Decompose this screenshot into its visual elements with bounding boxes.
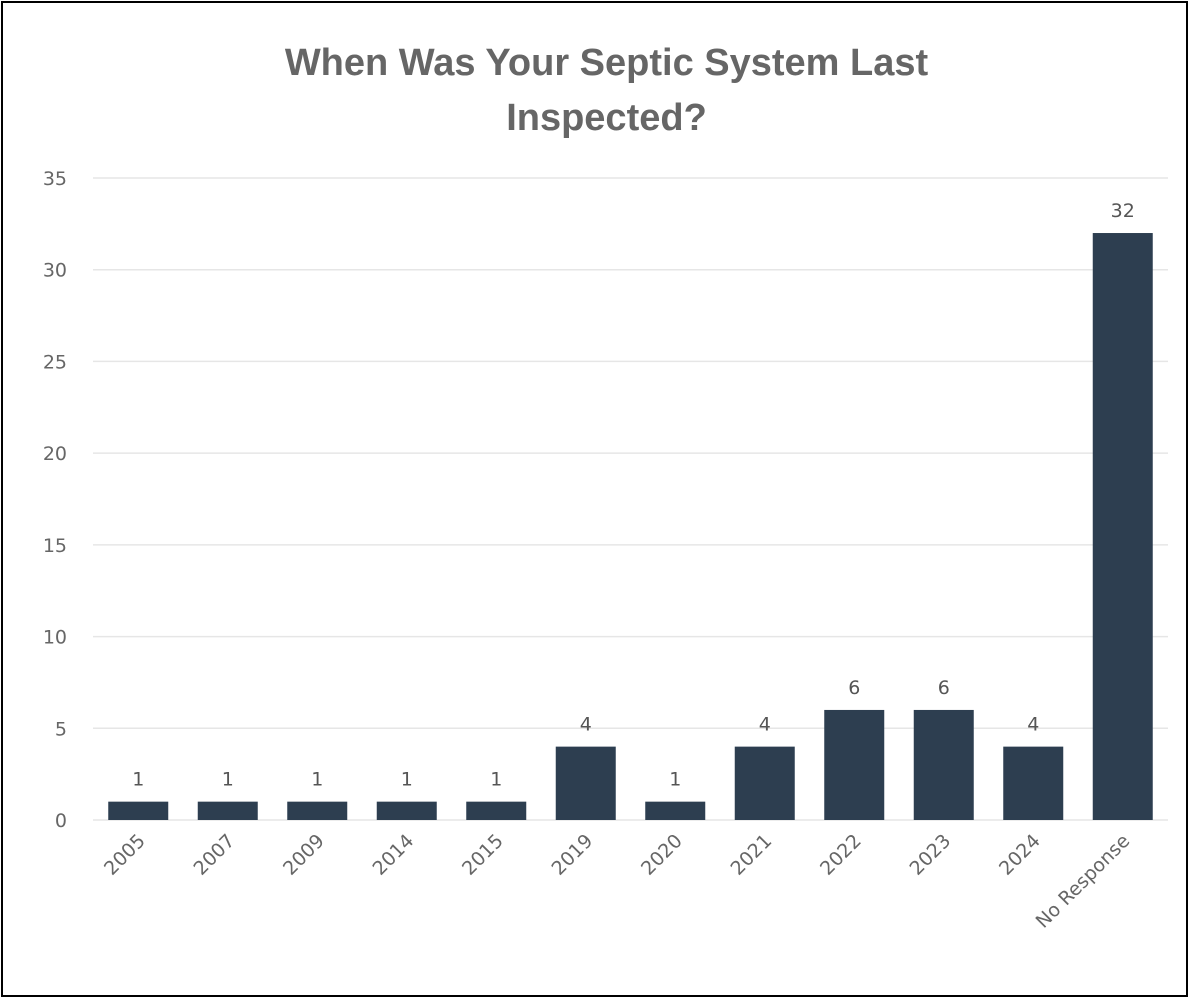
bar xyxy=(197,801,258,820)
bar xyxy=(287,801,348,820)
x-tick-label: 2021 xyxy=(727,830,777,880)
data-label: 1 xyxy=(490,769,502,791)
y-tick-label: 10 xyxy=(43,627,67,649)
chart-title-line-1: When Was Your Septic System Last xyxy=(284,42,929,84)
x-tick-label: 2007 xyxy=(190,830,240,880)
bar xyxy=(913,709,974,820)
x-tick-label: 2019 xyxy=(548,830,598,880)
x-tick-label: 2014 xyxy=(369,830,419,880)
bar xyxy=(555,746,616,820)
data-label: 1 xyxy=(222,769,234,791)
x-tick-label: 2015 xyxy=(458,830,508,880)
x-tick-label: 2024 xyxy=(995,830,1045,880)
data-label: 1 xyxy=(401,769,413,791)
y-tick-label: 0 xyxy=(55,810,67,832)
data-label: 1 xyxy=(132,769,144,791)
data-label: 6 xyxy=(938,677,950,699)
x-tick-label: 2023 xyxy=(906,830,956,880)
chart-title: When Was Your Septic System Last Inspect… xyxy=(0,36,1189,146)
data-label: 4 xyxy=(759,714,771,736)
x-tick-label: 2005 xyxy=(100,830,150,880)
bar xyxy=(466,801,527,820)
y-tick-label: 5 xyxy=(55,718,67,740)
bar xyxy=(824,709,885,820)
data-label: 1 xyxy=(311,769,323,791)
data-label: 32 xyxy=(1111,200,1135,222)
bar xyxy=(734,746,795,820)
bar xyxy=(108,801,169,820)
data-label: 6 xyxy=(848,677,860,699)
y-tick-label: 30 xyxy=(43,260,67,282)
y-tick-label: 25 xyxy=(43,351,67,373)
bar xyxy=(645,801,706,820)
y-tick-label: 20 xyxy=(43,443,67,465)
x-tick-label: 2009 xyxy=(279,830,329,880)
y-tick-label: 15 xyxy=(43,535,67,557)
x-tick-label: No Response xyxy=(1032,830,1135,933)
data-label: 1 xyxy=(669,769,681,791)
bar xyxy=(376,801,437,820)
bar xyxy=(1092,233,1153,820)
x-tick-label: 2020 xyxy=(637,830,687,880)
x-tick-label: 2022 xyxy=(816,830,866,880)
y-tick-label: 35 xyxy=(43,168,67,190)
data-label: 4 xyxy=(1027,714,1039,736)
chart-title-line-2: Inspected? xyxy=(506,97,707,139)
bar xyxy=(1003,746,1064,820)
data-label: 4 xyxy=(580,714,592,736)
